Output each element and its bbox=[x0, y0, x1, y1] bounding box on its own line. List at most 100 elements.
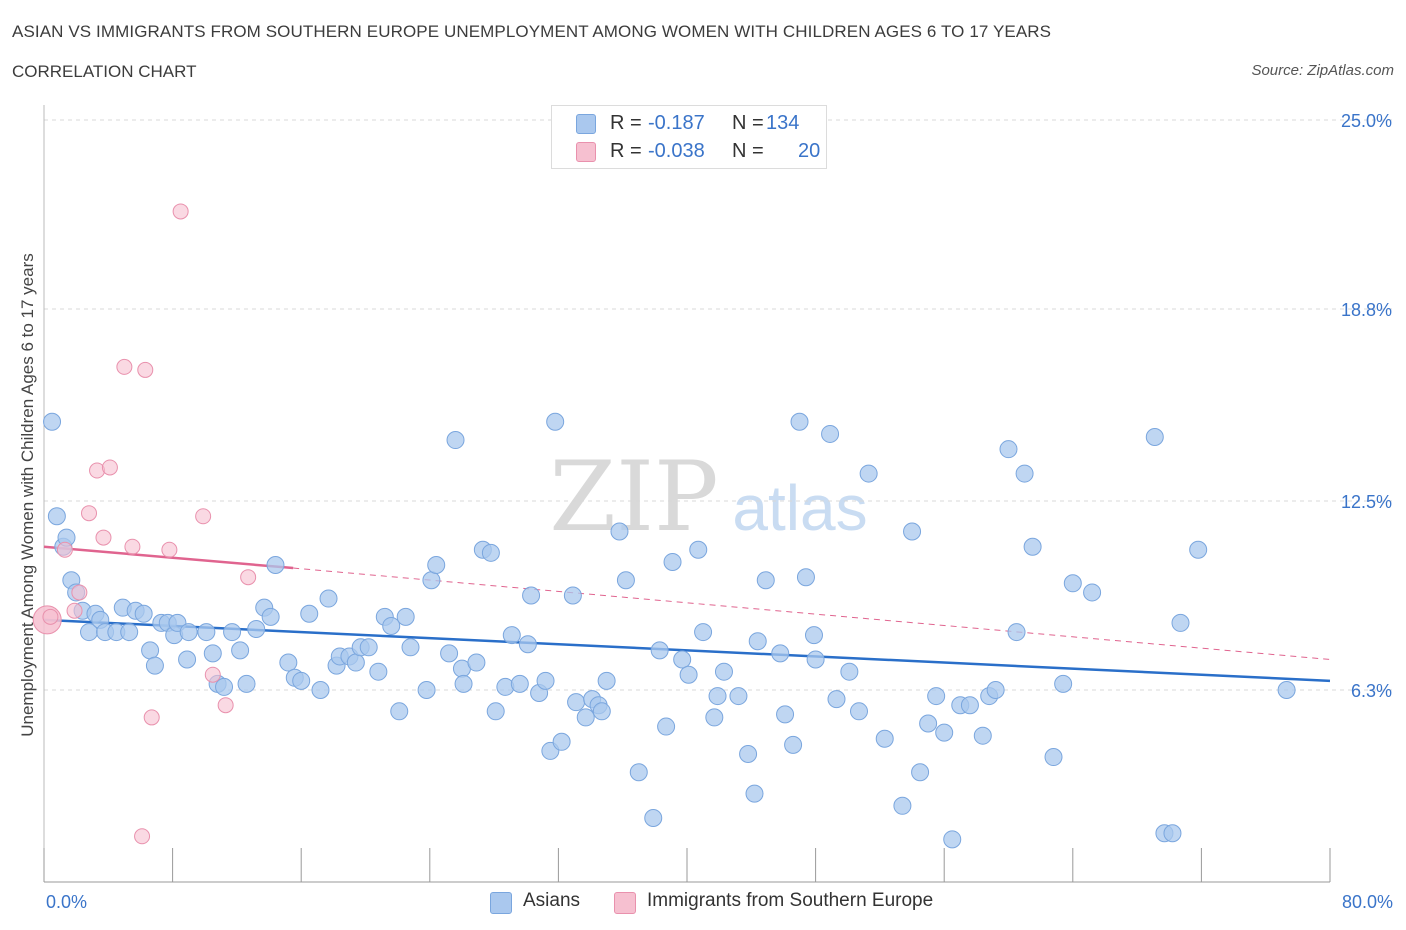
asians-point bbox=[1015, 464, 1034, 483]
legend-n-label: N = bbox=[732, 140, 764, 162]
asians-point bbox=[576, 708, 595, 727]
asians-point bbox=[850, 702, 869, 721]
asians-point bbox=[261, 607, 280, 626]
immigrants-point bbox=[42, 608, 59, 625]
tick-labels: 6.3% 12.5% 18.8% 25.0% 0.0% 80.0% bbox=[46, 111, 1393, 912]
x-tick-label-max: 80.0% bbox=[1342, 892, 1393, 912]
asians-point bbox=[1171, 613, 1190, 632]
asians-point bbox=[650, 641, 669, 660]
asians-point bbox=[203, 644, 222, 663]
asians-point bbox=[784, 735, 803, 754]
asians-point bbox=[179, 623, 198, 642]
asians-point bbox=[859, 464, 878, 483]
asians-point bbox=[502, 626, 521, 645]
asians-point bbox=[486, 702, 505, 721]
asians-point bbox=[1063, 574, 1082, 593]
immigrants-point bbox=[116, 358, 133, 375]
legend-r-label: R = bbox=[610, 140, 642, 162]
asians-point bbox=[935, 723, 954, 742]
immigrants-point bbox=[137, 361, 154, 378]
asians-swatch bbox=[490, 892, 512, 914]
asians-point bbox=[178, 650, 197, 669]
asians-point bbox=[657, 717, 676, 736]
x-tick-label-min: 0.0% bbox=[46, 892, 87, 912]
asians-point bbox=[518, 635, 537, 654]
asians-point bbox=[893, 796, 912, 815]
zipatlas-watermark: ZIP atlas bbox=[549, 441, 867, 553]
asians-point bbox=[300, 604, 319, 623]
asians-point bbox=[1007, 623, 1026, 642]
source-credit: Source: ZipAtlas.com bbox=[1251, 62, 1394, 79]
asians-point bbox=[592, 702, 611, 721]
asians-point bbox=[708, 687, 727, 706]
legend-n-value: 134 bbox=[766, 112, 800, 134]
asians-point bbox=[986, 680, 1005, 699]
asians-point bbox=[597, 671, 616, 690]
asians-point bbox=[1054, 674, 1073, 693]
asians-point bbox=[197, 623, 216, 642]
asians-point bbox=[522, 586, 541, 605]
asians-point bbox=[47, 507, 66, 526]
watermark-zip: ZIP bbox=[549, 441, 718, 553]
legend-r-value: -0.038 bbox=[648, 140, 705, 162]
asians-point bbox=[567, 693, 586, 712]
legend-label: Asians bbox=[523, 890, 581, 911]
asians-point bbox=[943, 830, 962, 849]
asians-point bbox=[1145, 427, 1164, 446]
asians-point bbox=[705, 708, 724, 727]
asians-point bbox=[396, 607, 415, 626]
immigrants-point bbox=[56, 541, 73, 558]
asians-point bbox=[644, 808, 663, 827]
asians-point bbox=[973, 726, 992, 745]
asians-point bbox=[141, 641, 160, 660]
asians-point bbox=[510, 674, 529, 693]
asians-point bbox=[446, 431, 465, 450]
axes bbox=[43, 105, 1331, 883]
asians-point bbox=[1023, 537, 1042, 556]
asians-point bbox=[215, 677, 234, 696]
asians-point bbox=[319, 589, 338, 608]
immigrants-point bbox=[101, 459, 118, 476]
immigrants-swatch bbox=[576, 142, 596, 162]
asians-point bbox=[1083, 583, 1102, 602]
asians-swatch bbox=[576, 114, 596, 134]
y-tick-label: 25.0% bbox=[1341, 111, 1392, 131]
asians-point bbox=[417, 680, 436, 699]
legend-r-value: -0.187 bbox=[648, 112, 705, 134]
asians-point bbox=[134, 604, 153, 623]
asians-point bbox=[806, 650, 825, 669]
asians-point bbox=[875, 729, 894, 748]
asians-point bbox=[422, 571, 441, 590]
asians-point bbox=[673, 650, 692, 669]
asians-point bbox=[903, 522, 922, 541]
asians-point bbox=[223, 623, 242, 642]
asians-point bbox=[1163, 824, 1182, 843]
asians-point bbox=[536, 671, 555, 690]
immigrants-point bbox=[134, 828, 151, 845]
immigrants-point bbox=[124, 538, 141, 555]
immigrants-point bbox=[204, 666, 221, 683]
asians-point bbox=[346, 653, 365, 672]
immigrants-point bbox=[143, 709, 160, 726]
asians-point bbox=[467, 653, 486, 672]
asians-point bbox=[552, 732, 571, 751]
asians-point bbox=[616, 571, 635, 590]
asians-point bbox=[546, 412, 565, 431]
immigrants-swatch bbox=[614, 892, 636, 914]
asians-point bbox=[804, 626, 823, 645]
asians-point bbox=[369, 662, 388, 681]
asians-point bbox=[1189, 540, 1208, 559]
asians-point bbox=[960, 696, 979, 715]
asians-point bbox=[689, 540, 708, 559]
legend-label: Immigrants from Southern Europe bbox=[647, 890, 934, 911]
asians-point bbox=[827, 690, 846, 709]
asians-point bbox=[359, 638, 378, 657]
asians-point bbox=[145, 656, 164, 675]
asians-point bbox=[694, 623, 713, 642]
asians-point bbox=[1277, 680, 1296, 699]
asians-point bbox=[821, 424, 840, 443]
asians-point bbox=[279, 653, 298, 672]
asians-point bbox=[999, 440, 1018, 459]
asians-point bbox=[610, 522, 629, 541]
asians-point bbox=[756, 571, 775, 590]
